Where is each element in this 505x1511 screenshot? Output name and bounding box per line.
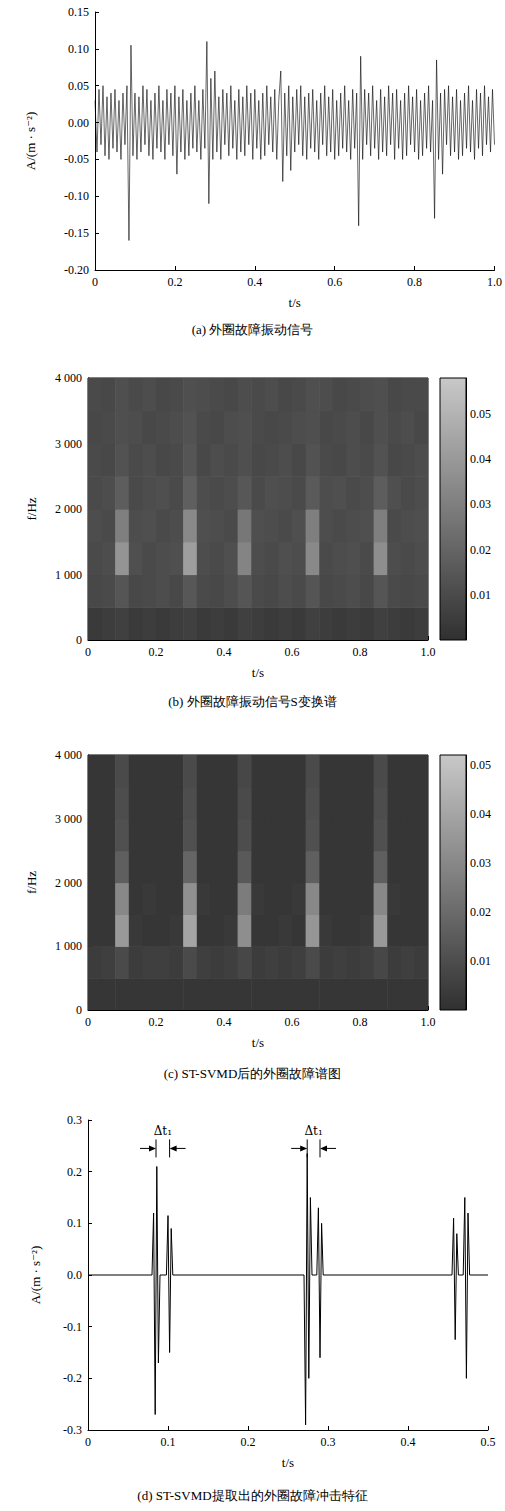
svg-text:0.01: 0.01 <box>470 954 491 968</box>
svg-text:0.8: 0.8 <box>407 275 422 289</box>
svg-text:0.8: 0.8 <box>353 1015 368 1029</box>
svg-text:-0.15: -0.15 <box>64 226 89 240</box>
svg-text:0.02: 0.02 <box>470 543 491 557</box>
svg-text:1 000: 1 000 <box>55 939 82 953</box>
svg-text:Δt₁: Δt₁ <box>154 1124 172 1138</box>
svg-text:Δt₁: Δt₁ <box>304 1124 322 1138</box>
svg-text:1.0: 1.0 <box>421 1015 436 1029</box>
svg-text:0.6: 0.6 <box>285 1015 300 1029</box>
svg-text:0: 0 <box>92 275 98 289</box>
svg-text:0.8: 0.8 <box>353 645 368 659</box>
svg-text:0.00: 0.00 <box>68 116 89 130</box>
svg-text:(a) 外圈故障振动信号: (a) 外圈故障振动信号 <box>192 322 314 337</box>
svg-text:0.4: 0.4 <box>217 645 232 659</box>
svg-text:0.2: 0.2 <box>149 1015 164 1029</box>
svg-text:-0.3: -0.3 <box>63 1423 82 1437</box>
svg-text:t/s: t/s <box>252 1035 264 1050</box>
svg-text:0.01: 0.01 <box>470 588 491 602</box>
svg-text:2 000: 2 000 <box>55 502 82 516</box>
svg-text:0.05: 0.05 <box>470 758 491 772</box>
svg-text:1.0: 1.0 <box>421 645 436 659</box>
svg-text:0: 0 <box>85 1015 91 1029</box>
svg-text:0.2: 0.2 <box>167 275 182 289</box>
svg-text:1 000: 1 000 <box>55 568 82 582</box>
svg-text:t/s: t/s <box>252 665 264 680</box>
svg-text:0.4: 0.4 <box>247 275 262 289</box>
svg-text:f/Hz: f/Hz <box>24 497 39 520</box>
svg-text:0.03: 0.03 <box>470 856 491 870</box>
svg-text:0.4: 0.4 <box>217 1015 232 1029</box>
svg-text:0.6: 0.6 <box>285 645 300 659</box>
svg-text:0: 0 <box>85 1435 91 1449</box>
svg-text:-0.20: -0.20 <box>64 263 89 277</box>
svg-text:-0.10: -0.10 <box>64 189 89 203</box>
svg-text:0.04: 0.04 <box>470 452 491 466</box>
svg-text:(b) 外圈故障振动信号S变换谱: (b) 外圈故障振动信号S变换谱 <box>168 694 337 709</box>
svg-text:3 000: 3 000 <box>55 437 82 451</box>
svg-text:0.6: 0.6 <box>327 275 342 289</box>
svg-text:0: 0 <box>76 633 82 647</box>
svg-text:0.2: 0.2 <box>149 645 164 659</box>
svg-text:t/s: t/s <box>282 1455 294 1470</box>
svg-text:0.0: 0.0 <box>67 1268 82 1282</box>
svg-text:4 000: 4 000 <box>55 371 82 385</box>
svg-text:t/s: t/s <box>289 295 301 310</box>
svg-text:1.0: 1.0 <box>487 275 502 289</box>
svg-text:0.15: 0.15 <box>68 5 89 19</box>
svg-text:4 000: 4 000 <box>55 748 82 762</box>
svg-text:-0.1: -0.1 <box>63 1320 82 1334</box>
svg-text:0.4: 0.4 <box>401 1435 416 1449</box>
svg-text:0.10: 0.10 <box>68 42 89 56</box>
svg-text:0.02: 0.02 <box>470 905 491 919</box>
svg-text:0.1: 0.1 <box>67 1216 82 1230</box>
svg-text:A/(m · s⁻²): A/(m · s⁻²) <box>28 1246 43 1304</box>
svg-text:0.04: 0.04 <box>470 807 491 821</box>
svg-text:0.05: 0.05 <box>68 79 89 93</box>
svg-text:-0.05: -0.05 <box>64 152 89 166</box>
svg-text:0.2: 0.2 <box>241 1435 256 1449</box>
svg-text:f/Hz: f/Hz <box>24 871 39 894</box>
svg-text:-0.2: -0.2 <box>63 1371 82 1385</box>
svg-text:0.5: 0.5 <box>481 1435 496 1449</box>
svg-text:2 000: 2 000 <box>55 876 82 890</box>
svg-text:0: 0 <box>76 1003 82 1017</box>
svg-text:0.03: 0.03 <box>470 497 491 511</box>
svg-text:0.3: 0.3 <box>67 1113 82 1127</box>
svg-text:0.2: 0.2 <box>67 1165 82 1179</box>
svg-text:0: 0 <box>85 645 91 659</box>
svg-text:0.1: 0.1 <box>161 1435 176 1449</box>
svg-text:(d) ST-SVMD提取出的外圈故障冲击特征: (d) ST-SVMD提取出的外圈故障冲击特征 <box>137 1488 367 1503</box>
svg-text:0.3: 0.3 <box>321 1435 336 1449</box>
svg-text:3 000: 3 000 <box>55 812 82 826</box>
svg-text:A/(m · s⁻²): A/(m · s⁻²) <box>23 112 38 170</box>
svg-text:0.05: 0.05 <box>470 407 491 421</box>
svg-text:(c) ST-SVMD后的外圈故障谱图: (c) ST-SVMD后的外圈故障谱图 <box>164 1066 342 1081</box>
